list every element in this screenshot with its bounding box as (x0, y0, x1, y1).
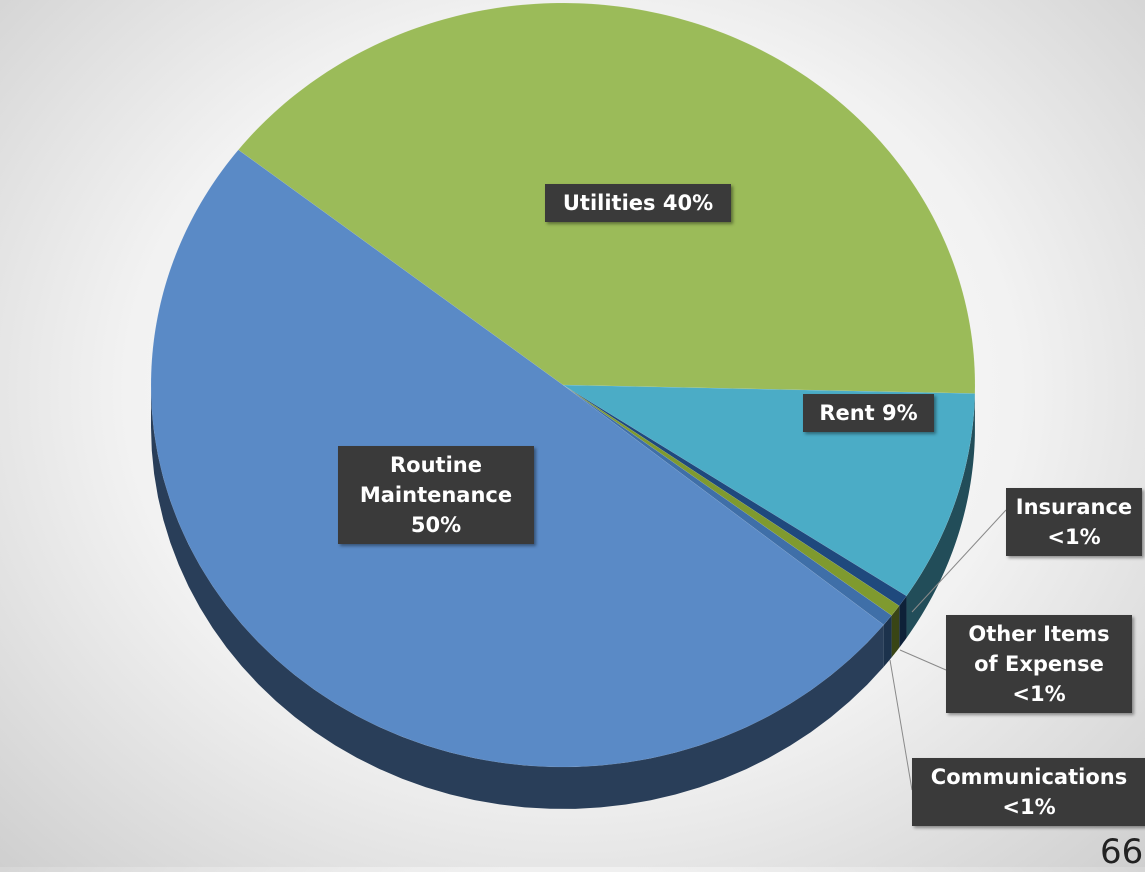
category-label: Utilities (563, 191, 656, 215)
data-label: Utilities 40% (545, 184, 731, 222)
value-label: 50% (411, 513, 461, 537)
data-label: Routine Maintenance 50% (338, 446, 534, 544)
category-label: Rent (819, 401, 874, 425)
page-number: 66 (1100, 832, 1143, 872)
data-label: Insurance <1% (1006, 488, 1142, 556)
value-label: <1% (1047, 525, 1100, 549)
category-label: Communications (931, 765, 1127, 789)
value-label: <1% (1002, 795, 1055, 819)
data-label: Communications <1% (912, 758, 1145, 826)
category-label: Insurance (1016, 495, 1132, 519)
data-label: Rent 9% (803, 394, 934, 432)
data-label: Other Items of Expense <1% (946, 615, 1132, 713)
category-label: Routine Maintenance (360, 453, 512, 507)
value-label: 9% (882, 401, 918, 425)
category-label: Other Items of Expense (968, 622, 1109, 676)
value-label: <1% (1012, 682, 1065, 706)
leader-line (890, 660, 912, 790)
leader-line (900, 650, 946, 670)
value-label: 40% (663, 191, 713, 215)
